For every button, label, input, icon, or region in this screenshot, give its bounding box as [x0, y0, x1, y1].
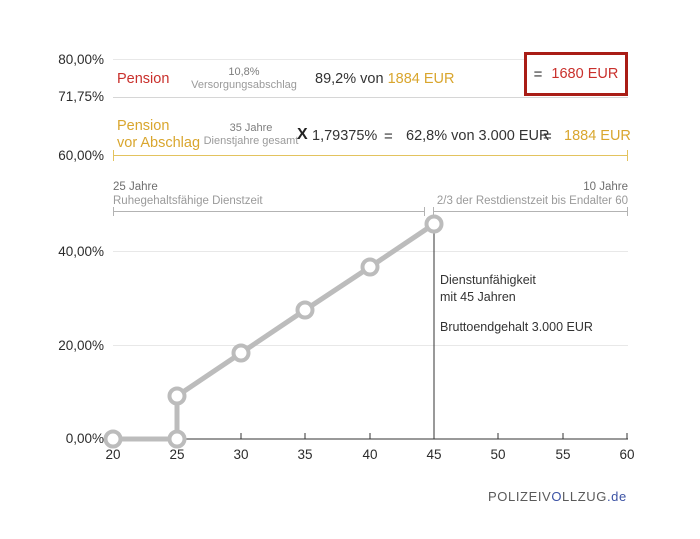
polizeivollzug-logo: POLIZEIVOLLZUG.de [488, 489, 627, 504]
bracket-left-cap-start [113, 207, 114, 216]
bracket-left-subtitle: Ruhegehaltsfähige Dienstzeit [113, 195, 263, 207]
gridline-40 [113, 251, 628, 252]
rule-60-cap-left [113, 150, 114, 161]
versorgungsabschlag-group: 10,8% Versorgungsabschlag [185, 66, 303, 92]
data-line [110, 221, 437, 442]
pension-vor-abschlag-expression: 62,8% von 3.000 EUR [406, 128, 550, 144]
versorgungsabschlag-caption: Versorgungsabschlag [191, 79, 297, 91]
pension-result-equals: = [533, 65, 543, 83]
pension-label: Pension [117, 71, 170, 87]
rule-60-line [113, 155, 628, 156]
rule-60-cap-right [627, 150, 628, 161]
dienstjahre-value: 35 Jahre [229, 122, 273, 134]
y-tick-label-20: 20,00% [58, 338, 104, 353]
bracket-right-line [433, 211, 628, 212]
data-point-35 [295, 300, 315, 320]
y-tick-label-0: 0,00% [65, 431, 104, 446]
annotation-bruttoendgehalt: Bruttoendgehalt 3.000 EUR [440, 320, 593, 334]
x-tick-label-55: 55 [555, 447, 571, 462]
pension-expression-text: 89,2% von [315, 71, 388, 87]
pension-expression-amount: 1884 EUR [387, 71, 455, 87]
logo-highlight-o: O [551, 489, 563, 504]
bracket-right-title: 10 Jahre [583, 181, 628, 193]
logo-part1: POLIZEIV [488, 489, 552, 504]
dienstjahre-group: 35 Jahre Dienstjahre gesamt [200, 122, 302, 148]
pension-vor-abschlag-label-line2: vor Abschlag [117, 135, 201, 151]
x-tick-label-20: 20 [105, 447, 121, 462]
versorgungsabschlag-value: 10,8% [228, 66, 260, 78]
pension-vor-abschlag-label-line1: Pension [117, 118, 170, 134]
bracket-right-cap-end [627, 207, 628, 216]
annotation-mit-45-jahren: mit 45 Jahren [440, 290, 516, 304]
logo-part2: LLZUG [562, 489, 607, 504]
rate-value: 1,79375% [312, 128, 378, 144]
pension-vor-abschlag-equals2: = [543, 128, 552, 145]
y-tick-label-80: 80,00% [58, 52, 104, 67]
bracket-right-cap-start [433, 207, 434, 216]
pension-result-box: = 1680 EUR [524, 52, 628, 96]
gridline-20 [113, 345, 628, 346]
multiply-sign: X [297, 126, 308, 143]
x-tick-label-30: 30 [233, 447, 249, 462]
pension-vor-abschlag-result: 1884 EUR [564, 128, 631, 144]
data-point-40 [360, 257, 380, 277]
data-point-30 [231, 343, 251, 363]
rule-7175-line-right [524, 97, 628, 98]
data-point-25 [167, 386, 187, 406]
y-axis-labels: 80,00% 71,75% 60,00% 40,00% 20,00% 0,00% [0, 0, 104, 539]
data-point-25-base [167, 429, 187, 449]
bracket-left-cap-end [424, 207, 425, 216]
data-point-45 [424, 214, 444, 234]
x-tick-label-60: 60 [619, 447, 635, 462]
y-tick-label-7175: 71,75% [58, 89, 104, 104]
logo-suffix: .de [606, 489, 627, 504]
x-tick-label-35: 35 [297, 447, 313, 462]
rate-equals: = [384, 128, 393, 145]
dienstjahre-caption: Dienstjahre gesamt [203, 135, 299, 147]
bracket-right-subtitle: 2/3 der Restdienstzeit bis Endalter 60 [436, 195, 628, 207]
pension-vor-abschlag-label: Pension vor Abschlag [117, 118, 200, 152]
bracket-left-line [113, 211, 425, 212]
y-tick-label-60: 60,00% [58, 148, 104, 163]
gridline-80 [113, 59, 628, 60]
x-tick-label-25: 25 [169, 447, 185, 462]
annotation-dienstunfaehigkeit: Dienstunfähigkeit [440, 273, 536, 287]
x-tick-label-45: 45 [426, 447, 442, 462]
rule-7175-line [113, 97, 525, 98]
pension-expression: 89,2% von 1884 EUR [315, 71, 454, 87]
x-tick-label-50: 50 [490, 447, 506, 462]
y-tick-label-40: 40,00% [58, 244, 104, 259]
data-point-20 [103, 429, 123, 449]
bracket-left-title: 25 Jahre [113, 181, 158, 193]
x-tick-label-40: 40 [362, 447, 378, 462]
pension-result-value: 1680 EUR [551, 66, 619, 82]
